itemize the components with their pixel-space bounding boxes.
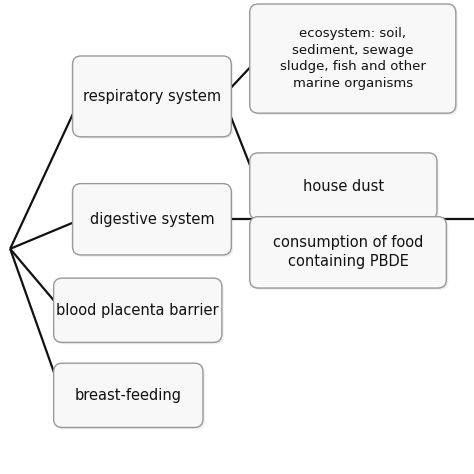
FancyBboxPatch shape xyxy=(252,219,448,290)
FancyBboxPatch shape xyxy=(73,183,231,255)
FancyBboxPatch shape xyxy=(250,4,456,113)
FancyBboxPatch shape xyxy=(74,185,233,257)
Text: blood placenta barrier: blood placenta barrier xyxy=(56,303,219,318)
FancyBboxPatch shape xyxy=(74,58,233,139)
FancyBboxPatch shape xyxy=(252,155,439,221)
FancyBboxPatch shape xyxy=(54,363,203,428)
FancyBboxPatch shape xyxy=(250,153,437,219)
Text: respiratory system: respiratory system xyxy=(83,89,221,104)
Text: house dust: house dust xyxy=(303,179,384,194)
FancyBboxPatch shape xyxy=(73,56,231,137)
Text: digestive system: digestive system xyxy=(90,212,214,227)
Text: ecosystem: soil,
sediment, sewage
sludge, fish and other
marine organisms: ecosystem: soil, sediment, sewage sludge… xyxy=(280,27,426,90)
FancyBboxPatch shape xyxy=(54,278,222,342)
FancyBboxPatch shape xyxy=(252,6,458,115)
Text: breast-feeding: breast-feeding xyxy=(75,388,182,403)
FancyBboxPatch shape xyxy=(55,365,205,429)
Text: consumption of food
containing PBDE: consumption of food containing PBDE xyxy=(273,235,423,269)
FancyBboxPatch shape xyxy=(55,280,224,344)
FancyBboxPatch shape xyxy=(250,217,447,288)
